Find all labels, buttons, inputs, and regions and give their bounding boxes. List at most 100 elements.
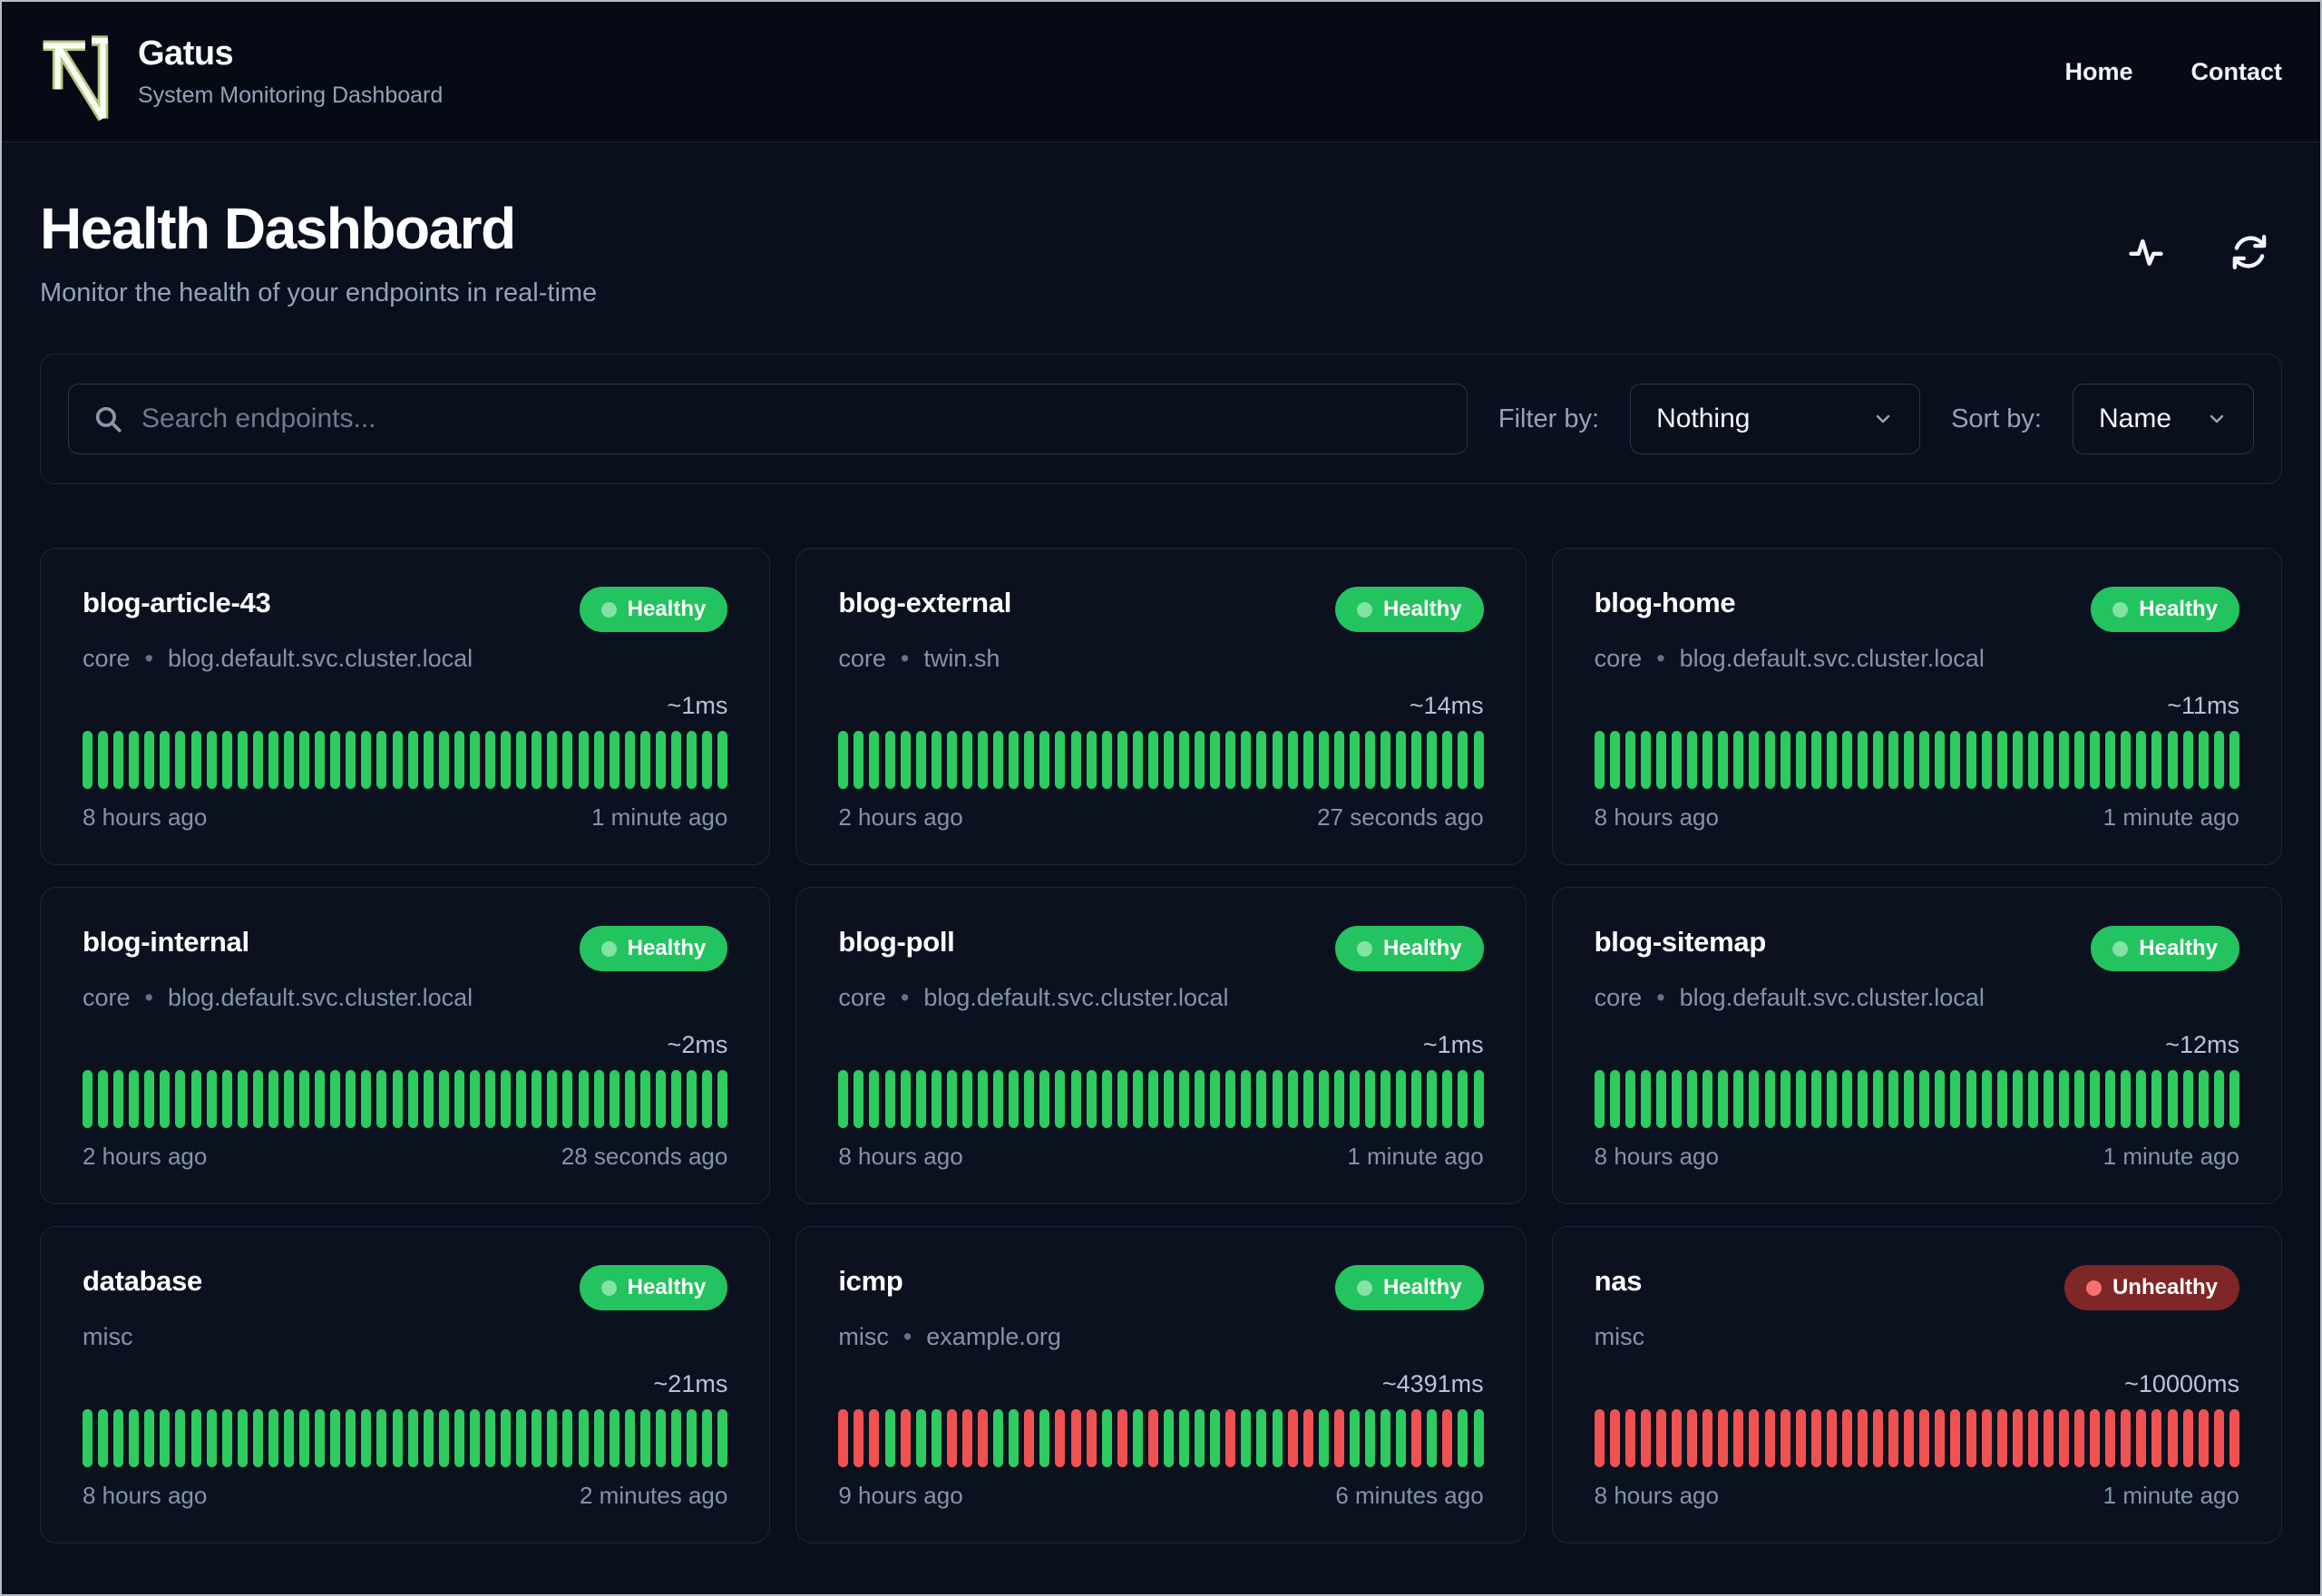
history-bar-up bbox=[376, 731, 387, 789]
endpoint-meta: misc bbox=[83, 1323, 727, 1351]
history-bar-up bbox=[717, 731, 728, 789]
sort-select[interactable]: Name bbox=[2073, 384, 2254, 454]
status-dot-icon bbox=[2112, 940, 2129, 957]
history-bar-up bbox=[2229, 731, 2239, 789]
history-bar-down bbox=[1442, 1409, 1453, 1467]
history-bar-up bbox=[1055, 1070, 1066, 1128]
history-bar-up bbox=[1101, 1409, 1112, 1467]
refresh-icon[interactable] bbox=[2228, 230, 2271, 274]
history-bar-up bbox=[98, 1409, 109, 1467]
history-bar-up bbox=[1381, 1070, 1391, 1128]
latency-label: ~12ms bbox=[2165, 1031, 2239, 1058]
history-bar-up bbox=[2027, 731, 2038, 789]
endpoint-card[interactable]: nas Unhealthy misc ~10000ms 8 hours ago … bbox=[1551, 1226, 2282, 1543]
history-bar-up bbox=[869, 1070, 880, 1128]
endpoint-card[interactable]: blog-home Healthy core • blog.default.sv… bbox=[1551, 548, 2282, 865]
endpoint-card[interactable]: icmp Healthy misc • example.org ~4391ms … bbox=[795, 1226, 1527, 1543]
meta-separator: • bbox=[900, 984, 910, 1011]
history-bar-up bbox=[1702, 731, 1713, 789]
history-bar-up bbox=[407, 1070, 418, 1128]
history-bar-up bbox=[1009, 1070, 1020, 1128]
nav-link-contact[interactable]: Contact bbox=[2190, 57, 2283, 85]
history-bar-down bbox=[946, 1409, 957, 1467]
history-bar-up bbox=[83, 1070, 93, 1128]
history-bar-up bbox=[98, 731, 109, 789]
latency-label: ~2ms bbox=[667, 1031, 728, 1058]
history-bar-up bbox=[206, 1070, 217, 1128]
toolbar: Filter by: Nothing Sort by: Name bbox=[40, 354, 2282, 484]
endpoint-card[interactable]: database Healthy misc ~21ms 8 hours ago … bbox=[40, 1226, 771, 1543]
search-input[interactable] bbox=[141, 404, 1443, 434]
history-bar-up bbox=[392, 1409, 403, 1467]
history-bar-up bbox=[1458, 1409, 1468, 1467]
endpoint-card-header: nas Unhealthy bbox=[1595, 1265, 2239, 1310]
history-bar-down bbox=[2105, 1409, 2116, 1467]
history-bar-up bbox=[438, 1409, 449, 1467]
history-bar-up bbox=[1256, 1070, 1267, 1128]
history-bar-up bbox=[978, 1070, 989, 1128]
history-bar-up bbox=[1780, 1070, 1790, 1128]
endpoint-card[interactable]: blog-external Healthy core • twin.sh ~14… bbox=[795, 548, 1527, 865]
endpoint-card[interactable]: blog-internal Healthy core • blog.defaul… bbox=[40, 887, 771, 1204]
history-bar-up bbox=[931, 1070, 941, 1128]
history-bar-down bbox=[869, 1409, 880, 1467]
history-bar-up bbox=[993, 731, 1004, 789]
activity-icon[interactable] bbox=[2124, 230, 2168, 274]
app-title: Gatus bbox=[138, 34, 234, 73]
meta-separator: • bbox=[1656, 984, 1665, 1011]
meta-separator: • bbox=[900, 645, 910, 672]
history-bar-up bbox=[2182, 731, 2193, 789]
history-bar-up bbox=[1163, 1070, 1174, 1128]
filter-select-value: Nothing bbox=[1656, 404, 1751, 433]
history-bar-up bbox=[175, 1409, 186, 1467]
meta-separator: • bbox=[902, 1323, 912, 1350]
endpoint-name: blog-poll bbox=[838, 926, 955, 958]
history-bar-up bbox=[1210, 1070, 1221, 1128]
history-bar-up bbox=[1640, 731, 1651, 789]
endpoint-card-footer: 2 hours ago 27 seconds ago bbox=[838, 803, 1483, 832]
history-bar-up bbox=[884, 1409, 895, 1467]
history-bar-up bbox=[361, 1409, 372, 1467]
oldest-timestamp: 2 hours ago bbox=[83, 1143, 208, 1170]
filter-select[interactable]: Nothing bbox=[1630, 384, 1921, 454]
history-bar-up bbox=[284, 1070, 295, 1128]
history-bar-up bbox=[1241, 1409, 1252, 1467]
status-dot-icon bbox=[1356, 1280, 1372, 1296]
endpoint-url: blog.default.svc.cluster.local bbox=[1679, 984, 1985, 1011]
endpoint-card[interactable]: blog-article-43 Healthy core • blog.defa… bbox=[40, 548, 771, 865]
status-badge: Healthy bbox=[579, 926, 728, 971]
endpoint-card-footer: 8 hours ago 1 minute ago bbox=[83, 803, 727, 832]
endpoint-name: blog-internal bbox=[83, 926, 249, 958]
brand-text: Gatus System Monitoring Dashboard bbox=[138, 34, 443, 109]
history-bar-up bbox=[717, 1070, 728, 1128]
endpoint-card-footer: 8 hours ago 2 minutes ago bbox=[83, 1482, 727, 1510]
history-bar-up bbox=[915, 1070, 926, 1128]
status-label: Unhealthy bbox=[2112, 1275, 2218, 1299]
newest-timestamp: 27 seconds ago bbox=[1317, 803, 1484, 831]
history-bar-up bbox=[1396, 1070, 1407, 1128]
history-bar-up bbox=[1101, 1070, 1112, 1128]
endpoint-card[interactable]: blog-poll Healthy core • blog.default.sv… bbox=[795, 887, 1527, 1204]
endpoint-card[interactable]: blog-sitemap Healthy core • blog.default… bbox=[1551, 887, 2282, 1204]
history-bar-up bbox=[268, 731, 278, 789]
history-bar-up bbox=[655, 731, 666, 789]
endpoint-card-footer: 8 hours ago 1 minute ago bbox=[838, 1143, 1483, 1171]
history-bar-down bbox=[1055, 1409, 1066, 1467]
history-bar-up bbox=[1427, 1070, 1438, 1128]
status-dot-icon bbox=[600, 1280, 617, 1296]
history-bar-up bbox=[1411, 1070, 1422, 1128]
history-bar-down bbox=[1333, 1409, 1344, 1467]
history-bar-up bbox=[129, 1070, 140, 1128]
history-bar-down bbox=[1117, 1409, 1127, 1467]
history-bar-up bbox=[315, 1409, 326, 1467]
latency-label: ~11ms bbox=[2167, 692, 2239, 719]
nav-link-home[interactable]: Home bbox=[2064, 57, 2133, 85]
history-bar-up bbox=[1427, 731, 1438, 789]
history-bar-up bbox=[268, 1070, 278, 1128]
history-bar-up bbox=[113, 1409, 124, 1467]
history-bar-up bbox=[1381, 731, 1391, 789]
page-content: Health Dashboard Monitor the health of y… bbox=[2, 142, 2320, 1594]
search-box[interactable] bbox=[68, 384, 1468, 454]
brand: Gatus System Monitoring Dashboard bbox=[40, 16, 443, 127]
